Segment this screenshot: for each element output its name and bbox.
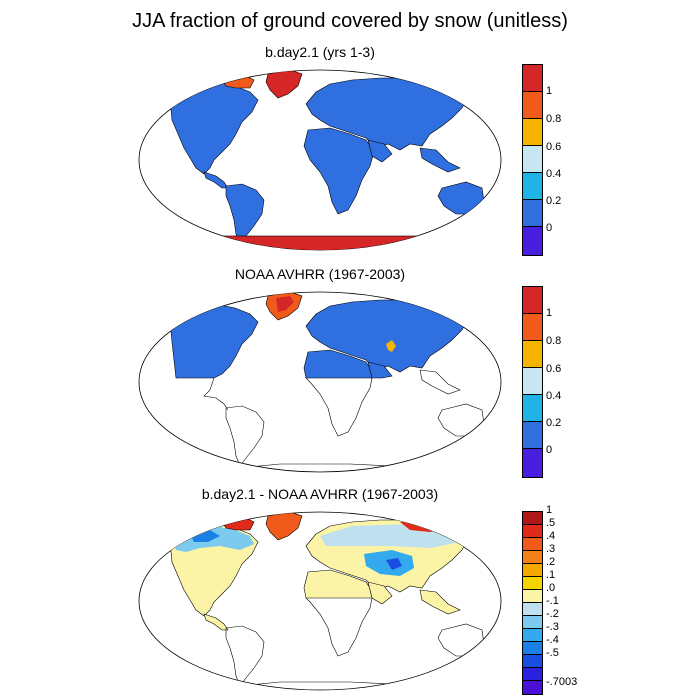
colorbar-label: 0.2 [546, 195, 562, 207]
colorbar-cell [523, 449, 542, 477]
colorbar-label: -.7003 [546, 676, 578, 688]
arctic-islands [221, 73, 255, 89]
africa-outline [305, 597, 373, 657]
eurasia [305, 299, 469, 373]
colorbar-label: 1 [546, 85, 553, 97]
colorbar-cell [523, 655, 542, 668]
colorbar-label: -.4 [546, 634, 559, 646]
central-america-outline [203, 377, 229, 411]
colorbar-cell [523, 616, 542, 629]
figure-title: JJA fraction of ground covered by snow (… [132, 10, 568, 32]
southeast-asia [419, 147, 461, 173]
colorbar-label: 0.6 [546, 363, 562, 375]
colorbar-cell [523, 368, 542, 395]
colorbar-label: -.3 [546, 621, 559, 633]
colorbar-label: .4 [546, 530, 556, 542]
colorbar-cell [523, 603, 542, 616]
south-america-outline [225, 405, 265, 467]
colorbar-cell [523, 341, 542, 368]
arabia [367, 139, 393, 163]
africa-outline [305, 377, 373, 437]
arabia [367, 361, 393, 379]
colorbar-cell [523, 200, 542, 227]
colorbar-cell [523, 146, 542, 173]
colorbar-label: .5 [546, 517, 556, 529]
arabia [367, 581, 393, 605]
colorbar-cell [523, 525, 542, 538]
greenland [265, 70, 303, 99]
southeast-asia [419, 589, 461, 615]
colorbar-label: 0.4 [546, 390, 562, 402]
colorbar-cell [523, 395, 542, 422]
colorbar-cell [523, 564, 542, 577]
colorbar-cell [523, 422, 542, 449]
colorbar-cell [523, 314, 542, 341]
colorbar-cell [523, 642, 542, 655]
colorbar-cell [523, 681, 542, 694]
colorbar-label: 0.2 [546, 417, 562, 429]
eurasia [305, 77, 469, 151]
colorbar-cell [523, 551, 542, 564]
tibet-snow [386, 340, 396, 352]
colorbar-cell [523, 577, 542, 590]
colorbar-cell [523, 92, 542, 119]
colorbar-label: .2 [546, 556, 556, 568]
colorbar-cell [523, 287, 542, 314]
map-diff [138, 511, 502, 691]
south-america-outline [225, 625, 265, 687]
colorbar-label: 0 [546, 222, 553, 234]
colorbar-label: 0.8 [546, 335, 562, 347]
colorbar-label: .0 [546, 582, 556, 594]
colorbar-cell [523, 668, 542, 681]
colorbar-label: .3 [546, 543, 556, 555]
colorbar-cell [523, 590, 542, 603]
colorbar-label: .1 [546, 569, 556, 581]
colorbar-cell [523, 512, 542, 525]
colorbar-label: -.2 [546, 608, 559, 620]
panel-title-diff: b.day2.1 - NOAA AVHRR (1967-2003) [201, 486, 439, 502]
colorbar-cell [523, 629, 542, 642]
antarctica [139, 235, 501, 250]
map-obs [138, 291, 502, 473]
tibet-negative-strong [386, 558, 402, 570]
central-america [203, 613, 229, 631]
greenland [265, 512, 303, 541]
panel-title-model: b.day2.1 (yrs 1-3) [265, 44, 375, 60]
greenland-core [276, 296, 294, 312]
southeast-asia-outline [419, 369, 461, 395]
panel-title-obs: NOAA AVHRR (1967-2003) [234, 266, 406, 282]
colorbar-diff [522, 511, 543, 695]
colorbar-cell [523, 227, 542, 255]
colorbar-label: 0.6 [546, 141, 562, 153]
central-america [203, 171, 229, 189]
colorbar-label: -.1 [546, 595, 559, 607]
colorbar-label: 1 [546, 307, 553, 319]
colorbar-cell [523, 65, 542, 92]
africa [303, 127, 375, 215]
colorbar-model [522, 64, 543, 256]
colorbar-label: -.5 [546, 647, 559, 659]
arctic-islands [221, 515, 255, 531]
colorbar-cell [523, 538, 542, 551]
colorbar-cell [523, 119, 542, 146]
colorbar-obs [522, 286, 543, 478]
colorbar-label: 1 [546, 504, 553, 516]
colorbar-cell [523, 173, 542, 200]
map-model [138, 69, 502, 251]
colorbar-label: 0.8 [546, 113, 562, 125]
colorbar-label: 0 [546, 444, 553, 456]
colorbar-label: 0.4 [546, 168, 562, 180]
